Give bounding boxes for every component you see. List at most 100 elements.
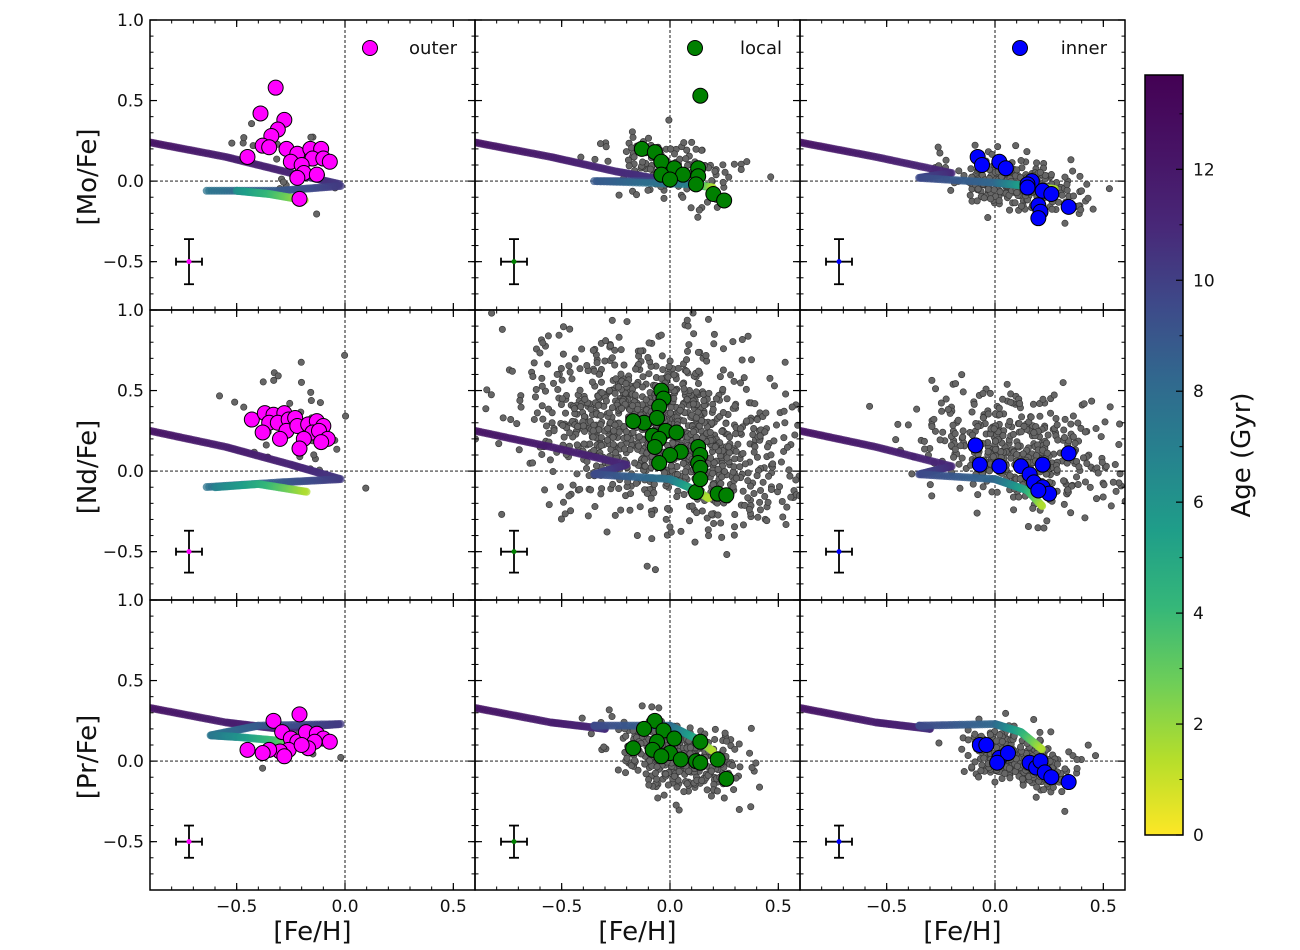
plot-area — [800, 310, 1125, 600]
sample-point — [829, 444, 835, 450]
sample-point — [589, 433, 597, 441]
sample-point — [731, 402, 739, 410]
sample-point — [680, 385, 688, 393]
x-tick-label: −0.5 — [866, 897, 907, 917]
star-point-inner — [989, 754, 1006, 771]
sample-point — [1029, 504, 1037, 512]
sample-point — [913, 405, 921, 413]
sample-point — [593, 359, 601, 367]
star-point-inner — [1030, 482, 1047, 499]
star-point-local — [653, 748, 670, 765]
sample-point — [782, 390, 790, 398]
sample-point — [626, 506, 634, 514]
sample-point — [677, 527, 685, 535]
model-track-dot — [202, 483, 211, 492]
sample-point — [735, 806, 743, 814]
sample-point — [765, 472, 773, 480]
sample-point — [1105, 185, 1113, 193]
sample-point — [780, 434, 788, 442]
sample-point — [704, 315, 712, 323]
sample-point — [806, 335, 812, 341]
sample-point — [686, 744, 694, 752]
sample-point — [781, 358, 789, 366]
sample-point — [583, 362, 591, 370]
sample-point — [1063, 181, 1071, 189]
sample-point — [362, 484, 370, 492]
sample-point — [707, 767, 715, 775]
sample-point — [517, 403, 525, 411]
sample-point — [533, 409, 541, 417]
y-tick-label: 1.0 — [117, 11, 144, 31]
sample-point — [574, 423, 582, 431]
y-tick-label: 0.0 — [117, 462, 144, 482]
sample-point — [754, 513, 762, 521]
sample-point — [685, 767, 693, 775]
sample-point — [341, 351, 349, 359]
sample-point — [530, 359, 538, 367]
sample-point — [955, 460, 963, 468]
star-point-outer — [308, 166, 325, 183]
sample-point — [736, 463, 744, 471]
colorbar-tick-label: 6 — [1193, 493, 1204, 513]
sample-point — [1061, 807, 1069, 815]
sample-point — [592, 462, 600, 470]
panel-nd-inner — [799, 309, 1126, 601]
sample-point — [698, 776, 706, 784]
sample-point — [725, 173, 733, 181]
sample-point — [545, 501, 553, 509]
sample-point — [718, 427, 726, 435]
sample-point — [618, 404, 626, 412]
sample-point — [747, 724, 755, 732]
sample-point — [979, 483, 987, 491]
sample-point — [1061, 415, 1069, 423]
sample-point — [766, 374, 774, 382]
sample-point — [622, 148, 630, 156]
sample-point — [307, 388, 315, 396]
sample-point — [951, 445, 959, 453]
sample-point — [1006, 417, 1014, 425]
sample-point — [744, 477, 752, 485]
sample-point — [1019, 775, 1027, 783]
sample-point — [1003, 380, 1011, 388]
sample-point — [1005, 764, 1013, 772]
legend-label: outer — [409, 38, 458, 59]
sample-point — [1075, 463, 1083, 471]
sample-point — [589, 427, 597, 435]
sample-point — [680, 788, 688, 796]
star-point-local — [666, 730, 683, 747]
sample-point — [767, 173, 775, 181]
sample-point — [756, 506, 764, 514]
y-tick-label: −0.5 — [103, 833, 144, 853]
sample-point — [1054, 436, 1062, 444]
sample-point — [659, 366, 667, 374]
sample-point — [669, 439, 677, 447]
sample-point — [1011, 199, 1019, 207]
sample-point — [685, 341, 693, 349]
sample-point — [633, 381, 641, 389]
sample-point — [680, 139, 688, 147]
sample-point — [622, 380, 630, 388]
star-point-outer — [313, 434, 330, 451]
sample-point — [1071, 439, 1079, 447]
sample-point — [1052, 415, 1060, 423]
x-tick-label: 0.5 — [440, 897, 467, 917]
sample-point — [576, 386, 584, 394]
sample-point — [748, 356, 756, 364]
star-point-outer — [291, 706, 308, 723]
sample-point — [759, 478, 767, 486]
sample-point — [648, 511, 656, 519]
sample-point — [651, 769, 659, 777]
sample-point — [1076, 172, 1084, 180]
sample-point — [482, 405, 490, 413]
sample-point — [869, 355, 875, 361]
legend-label: local — [740, 38, 782, 59]
sample-point — [732, 447, 740, 455]
sample-point — [216, 392, 224, 400]
sample-point — [636, 503, 644, 511]
sample-point — [1079, 454, 1087, 462]
sample-point — [739, 449, 747, 457]
sample-point — [718, 473, 726, 481]
sample-point — [719, 345, 727, 353]
sample-point — [1067, 420, 1075, 428]
